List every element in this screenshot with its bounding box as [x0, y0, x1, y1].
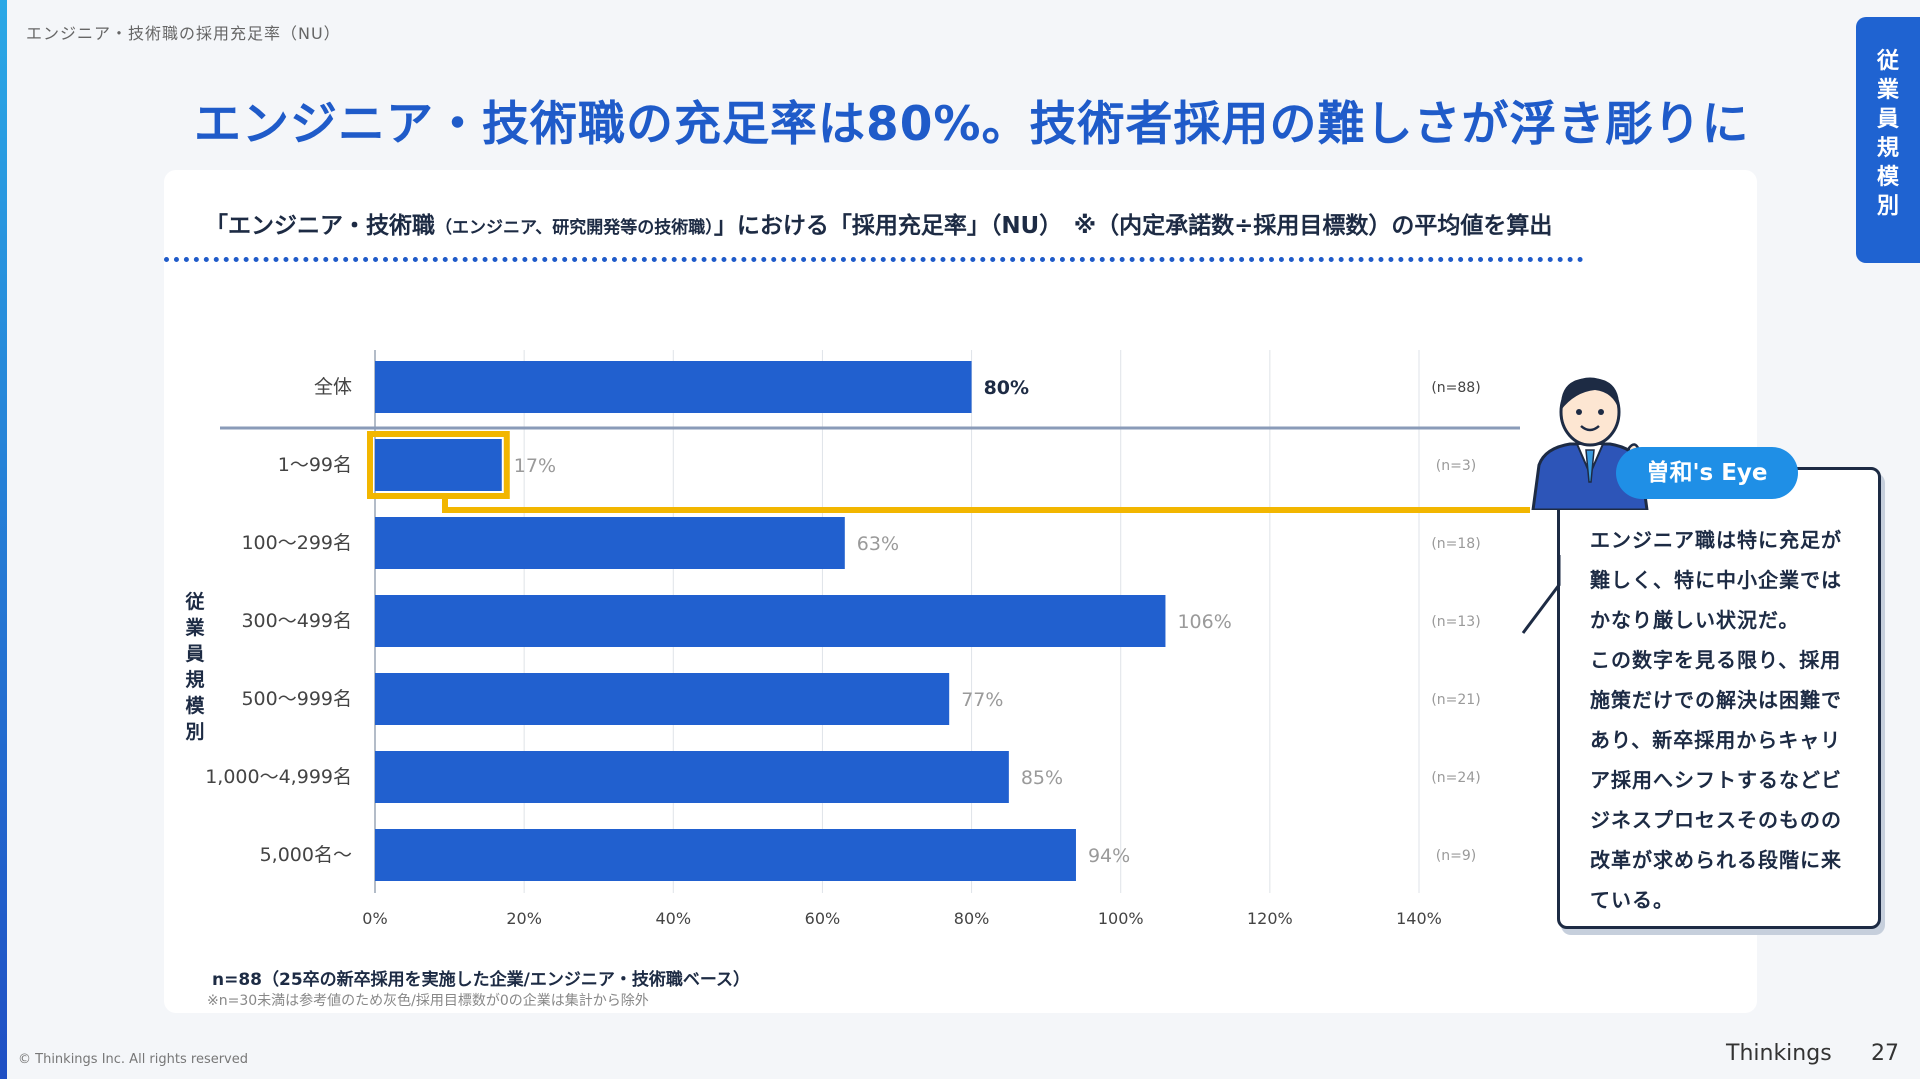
commentary-line: エンジニア職は特に充足が: [1590, 528, 1842, 552]
category-label: 300〜499名: [241, 610, 352, 632]
sample-size-label: (n=21): [1431, 692, 1480, 708]
category-label: 500〜999名: [241, 688, 352, 710]
sample-size-label: (n=3): [1436, 458, 1476, 474]
axis-group-char: 模: [185, 695, 205, 717]
commentary-line: あり、新卒採用からキャリ: [1590, 728, 1842, 752]
data-label: 77%: [961, 689, 1003, 711]
commentary-line: 施策だけでの解決は困難で: [1590, 688, 1842, 712]
brand-name: Thinkings: [1726, 1041, 1832, 1066]
category-label: 5,000名〜: [260, 844, 352, 866]
side-tab-char: 別: [1876, 194, 1899, 219]
sample-size-label: (n=18): [1431, 536, 1480, 552]
commentary-line: ジネスプロセスそのものの: [1590, 808, 1842, 832]
bar: [375, 439, 502, 491]
data-label: 94%: [1088, 845, 1130, 867]
side-tab-char: 業: [1876, 78, 1899, 103]
chart-subtitle: 「エンジニア・技術職（エンジニア、研究開発等の技術職）」における「採用充足率」（…: [205, 206, 1552, 240]
bar: [375, 595, 1166, 647]
axis-group-label: 従 業 員 規 模 別: [185, 589, 205, 745]
data-label: 63%: [857, 533, 899, 555]
bar: [375, 829, 1076, 881]
commentary-line: ア採用へシフトするなどビ: [1590, 768, 1842, 792]
category-label: 1〜99名: [278, 454, 352, 476]
side-tab-char: 模: [1876, 165, 1899, 190]
highlight-connector: [442, 496, 1530, 513]
axis-group-char: 規: [185, 669, 205, 691]
bar: [375, 751, 1009, 803]
sample-size-label: (n=9): [1436, 848, 1476, 864]
data-label: 85%: [1021, 767, 1063, 789]
callout-tail: [1521, 555, 1561, 634]
commentary-line: ている。: [1590, 888, 1674, 912]
axis-group-char: 員: [185, 643, 205, 665]
subtitle-small: （エンジニア、研究開発等の技術職）: [435, 218, 714, 238]
category-label: 100〜299名: [241, 532, 352, 554]
bar: [375, 517, 845, 569]
copyright: © Thinkings Inc. All rights reserved: [18, 1052, 249, 1067]
commentary-line: かなり厳しい状況だ。: [1590, 608, 1800, 632]
sample-size-label: (n=24): [1431, 770, 1480, 786]
data-label: 80%: [984, 377, 1029, 399]
axis-group-char: 従: [185, 591, 205, 613]
commentary-text: エンジニア職は特に充足が 難しく、特に中小企業では かなり厳しい状況だ。 この数…: [1590, 520, 1865, 920]
bar: [375, 361, 972, 413]
x-tick-label: 40%: [656, 909, 692, 928]
page-title: エンジニア・技術職の充足率は80%。技術者採用の難しさが浮き彫りに: [194, 97, 1750, 152]
axis-group-char: 業: [185, 617, 205, 639]
eye-badge: 曽和's Eye: [1616, 447, 1798, 499]
subtitle-rest: 」における「採用充足率」（NU） ※（内定承諾数÷採用目標数）の平均値を算出: [713, 213, 1553, 239]
data-label: 106%: [1177, 611, 1231, 633]
x-tick-label: 60%: [805, 909, 841, 928]
x-tick-label: 140%: [1396, 909, 1442, 928]
reference-note: ※n=30未満は参考値のため灰色/採用目標数が0の企業は集計から除外: [207, 993, 649, 1009]
side-tab-char: 規: [1876, 136, 1899, 161]
x-tick-label: 0%: [362, 909, 387, 928]
category-label: 1,000〜4,999名: [205, 766, 352, 788]
sample-size-label: (n=88): [1431, 380, 1480, 396]
x-tick-label: 120%: [1247, 909, 1293, 928]
commentary-box: [1557, 467, 1881, 929]
bar: [375, 673, 950, 725]
x-tick-label: 20%: [506, 909, 542, 928]
page-number: 27: [1871, 1041, 1899, 1066]
axis-group-char: 別: [185, 721, 205, 743]
data-label: 17%: [514, 455, 556, 477]
left-accent-bar: [0, 0, 7, 1079]
commentary-line: 改革が求められる段階に来: [1590, 848, 1842, 872]
dotted-divider: [164, 257, 1584, 262]
breadcrumb: エンジニア・技術職の採用充足率（NU）: [26, 24, 341, 43]
x-tick-label: 100%: [1098, 909, 1144, 928]
sample-note: n=88（25卒の新卒採用を実施した企業/エンジニア・技術職ベース）: [212, 970, 751, 990]
x-tick-label: 80%: [954, 909, 990, 928]
highlight-box: [367, 431, 510, 499]
subtitle-main: 「エンジニア・技術職: [205, 213, 435, 239]
commentary-line: 難しく、特に中小企業では: [1590, 568, 1842, 592]
side-tab-char: 従: [1876, 49, 1899, 74]
side-tab[interactable]: 従 業 員 規 模 別: [1856, 17, 1920, 263]
sample-size-label: (n=13): [1431, 614, 1480, 630]
category-label: 全体: [314, 376, 352, 398]
side-tab-char: 員: [1876, 107, 1899, 132]
commentary-line: この数字を見る限り、採用: [1590, 648, 1842, 672]
